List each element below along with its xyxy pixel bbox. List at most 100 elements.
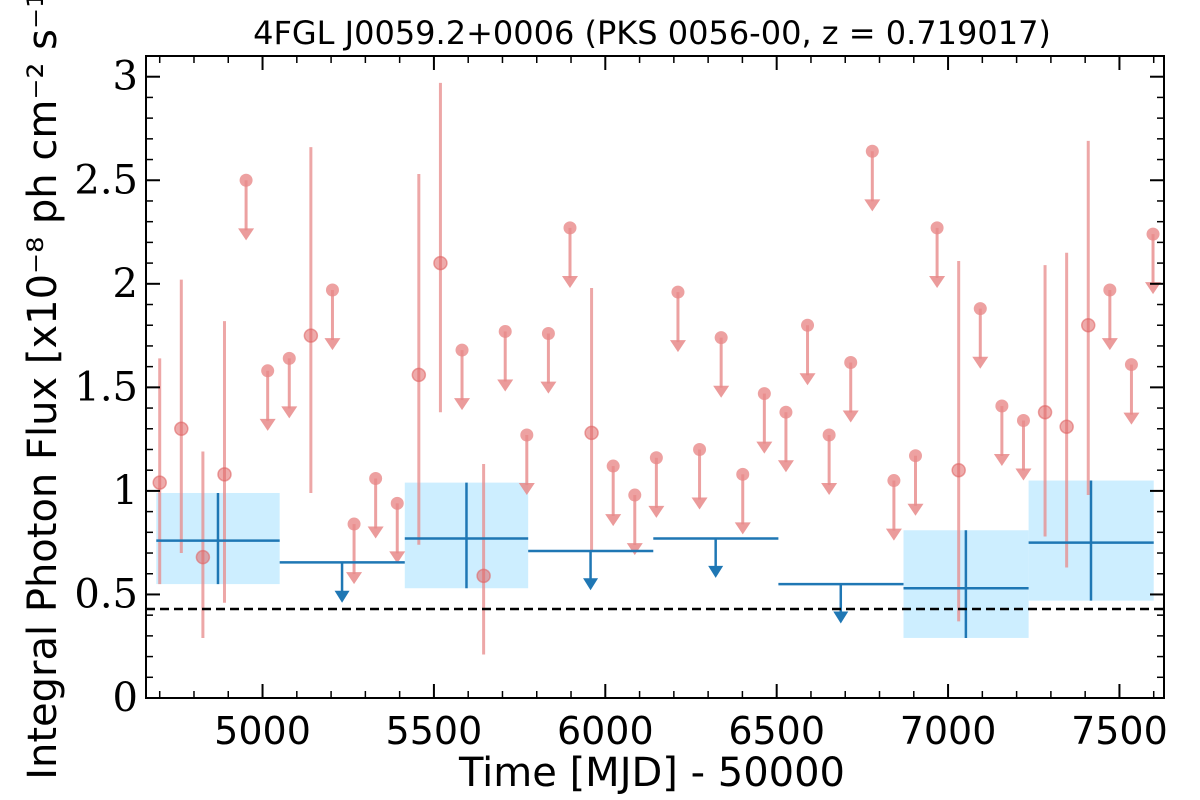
fine-bin-upper-limit-arrow [777,460,794,473]
fine-bin-upper-limit-point [390,496,404,510]
fine-bin-point [951,462,966,478]
fine-bin-upper-limit-point [606,459,620,473]
y-tick-label: 1 [113,468,138,514]
fine-bin-upper-limit-arrow [929,275,946,288]
fine-bin-upper-limit-point [1146,227,1160,241]
fine-bin-point [411,367,427,383]
y-tick-label: 3 [113,54,138,100]
fine-bin-upper-limit-point [1016,413,1030,427]
fine-bin-upper-limit-arrow [1167,293,1183,305]
coarse-bin-upper-limit-arrow [833,611,849,624]
y-tick-label: 1.5 [74,364,138,410]
fine-bin-upper-limit-arrow [238,228,255,241]
fine-bin-upper-limit-point [282,351,296,365]
fine-bin-upper-limit-arrow [1101,338,1118,351]
plot-frame [145,55,1165,699]
fine-bin-point [174,421,189,437]
fine-bin-upper-limit-arrow [799,373,816,386]
fine-bin-upper-limit-point [865,144,879,158]
fine-bin-upper-limit-arrow [864,199,881,212]
fine-bin-upper-limit-arrow [734,522,751,535]
fine-bin-upper-limit-arrow [259,418,276,431]
fine-bin-upper-limit-point [1168,238,1181,251]
fine-bin-upper-limit-arrow [497,379,514,392]
fine-bin-upper-limit-point [498,324,512,338]
fine-bin-point [584,425,599,441]
fine-bin-upper-limit-point [369,471,383,485]
fine-bin-upper-limit-point [1124,358,1138,372]
x-tick-label: 5500 [386,709,483,753]
fine-bin-upper-limit-arrow [626,543,643,556]
y-tick-label: 0.5 [74,571,138,617]
fine-bin-point [476,568,491,584]
fine-bin-upper-limit-point [822,428,836,442]
fine-bin-upper-limit-point [736,467,750,481]
fine-bin-upper-limit-arrow [691,497,708,510]
fine-bin-upper-limit-arrow [454,398,471,411]
fine-bin-upper-limit-point [887,474,901,488]
x-tick-label: 6000 [557,709,654,753]
fine-bin-upper-limit-point [1103,283,1117,297]
fine-bin-upper-limit-point [563,221,577,235]
fine-bin-upper-limit-point [844,356,858,370]
fine-bin-point [195,549,211,565]
fine-bin-upper-limit-arrow [605,514,622,527]
fine-bin-upper-limit-arrow [561,275,578,288]
fine-bin-upper-limit-point [455,343,469,357]
fine-bin-upper-limit-point [239,173,253,187]
fine-bin-upper-limit-point [995,399,1009,413]
fine-bin-upper-limit-point [693,442,707,456]
fine-bin-upper-limit-point [347,517,361,531]
fine-bin-upper-limit-arrow [821,483,838,496]
fine-bin-upper-limit-arrow [1015,468,1032,481]
fine-bin-upper-limit-arrow [1123,412,1140,425]
chart-title: 4FGL J0059.2+0006 (PKS 0056-00, z = 0.71… [253,14,1051,52]
y-tick-label: 0 [113,675,138,721]
fine-bin-upper-limit-point [671,285,685,299]
fine-bin-upper-limit-arrow [518,483,535,496]
fine-bin-upper-limit-arrow [756,441,773,454]
fine-bin-upper-limit-arrow [885,528,902,541]
fine-bin-upper-limit-arrow [669,340,686,353]
x-axis-label: Time [MJD] - 50000 [458,750,845,796]
y-tick-label: 2.5 [74,157,138,203]
fine-bin-point [1080,317,1096,333]
x-tick-label: 7500 [1071,709,1168,753]
fine-bin-upper-limit-arrow [389,551,406,564]
fine-bin-upper-limit-arrow [324,338,341,351]
fine-bin-upper-limit-arrow [346,572,363,585]
fine-bin-upper-limit-point [930,221,944,235]
fine-bin-upper-limit-point [908,449,922,463]
fine-bin-upper-limit-arrow [540,381,557,394]
fine-bin-point [1037,404,1053,420]
coarse-bin-upper-limit-arrow [583,578,599,591]
fine-bin-upper-limit-arrow [993,454,1010,467]
x-tick-label: 6500 [728,709,825,753]
fine-bin-upper-limit-point [714,331,728,345]
fine-bin-upper-limit-point [649,451,663,465]
y-axis-label: Integral Photon Flux [x10⁻⁸ ph cm⁻² s⁻¹] [20,0,66,780]
fine-bin-upper-limit-point [801,318,815,332]
fine-bin-point [217,467,232,482]
fine-bin-upper-limit-point [628,488,642,502]
fine-bin-upper-limit-point [520,428,534,442]
fine-bin-upper-limit-arrow [842,410,859,423]
fine-bin-upper-limit-arrow [281,406,298,419]
fine-bin-upper-limit-point [261,364,275,378]
fine-bin-point [152,475,167,490]
fine-bin-upper-limit-point [325,283,339,297]
fine-bin-upper-limit-point [541,327,555,341]
x-tick-label: 5000 [214,709,311,753]
fine-bin-upper-limit-arrow [1145,282,1162,295]
fine-bin-point [433,255,448,271]
y-tick-label: 2 [113,261,138,307]
x-tick-label: 7000 [900,709,997,753]
fine-bin-upper-limit-point [973,302,987,316]
fine-bin-upper-limit-arrow [367,526,384,539]
fine-bin-upper-limit-arrow [648,505,665,518]
coarse-bin-upper-limit-arrow [334,590,350,603]
fine-bin-point [303,328,319,343]
fine-bin-upper-limit-point [757,387,771,401]
fine-bin-upper-limit-point [779,405,793,419]
